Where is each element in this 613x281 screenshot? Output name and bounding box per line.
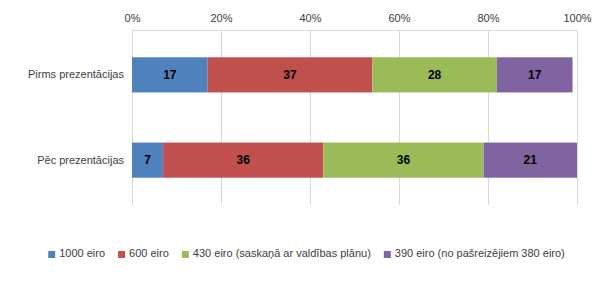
bar-segment — [323, 143, 483, 178]
x-tick-label: 100% — [563, 12, 591, 24]
x-tick: 60% — [388, 12, 410, 30]
grid-line — [310, 30, 311, 205]
legend-swatch — [384, 251, 391, 258]
x-tick-label: 60% — [388, 12, 410, 24]
plot: 0% 20% 40% 60% 80% 100% Pirms prezentācijas Pēc… — [28, 12, 592, 206]
data-label: 28 — [428, 68, 442, 82]
legend-label: 390 eiro (no pašreizējiem 380 eiro) — [395, 247, 565, 259]
legend-label: 1000 eiro — [59, 247, 105, 259]
chart-container: 0% 20% 40% 60% 80% 100% Pirms prezentācijas Pēc… — [0, 0, 613, 281]
x-tick: 0% — [125, 12, 141, 30]
x-tick: 100% — [563, 12, 591, 30]
legend-label: 600 eiro — [129, 247, 169, 259]
grid-line — [577, 30, 578, 205]
y-tick: Pēc prezentācijas — [37, 154, 132, 166]
legend-item: 1000 eiro — [48, 247, 105, 259]
legend-swatch — [118, 251, 125, 258]
data-label: 21 — [524, 153, 538, 167]
y-axis: Pirms prezentācijas Pēc prezentācijas — [28, 31, 132, 206]
y-axis-line — [132, 31, 133, 206]
x-tick: 80% — [477, 12, 499, 30]
bar-segment — [163, 143, 323, 178]
grid-line — [221, 30, 222, 205]
data-labels: 17 7 37 36 28 36 17 21 — [144, 68, 541, 167]
bar-segment — [372, 57, 497, 92]
x-axis-line — [133, 30, 578, 31]
x-tick-label: 40% — [299, 12, 321, 24]
x-tick: 40% — [299, 12, 321, 30]
x-tick: 20% — [210, 12, 232, 30]
y-tick: Pirms prezentācijas — [28, 68, 132, 80]
bars — [132, 57, 577, 177]
legend: 1000 eiro 600 eiro 430 eiro (saskaņā ar va… — [48, 247, 565, 259]
legend-swatch — [48, 251, 55, 258]
legend-item: 430 eiro (saskaņā ar valdības plānu) — [182, 247, 371, 259]
chart-svg: 0% 20% 40% 60% 80% 100% Pirms prezentācijas Pēc… — [0, 0, 613, 281]
data-label: 36 — [397, 153, 411, 167]
x-tick-label: 80% — [477, 12, 499, 24]
data-label: 17 — [163, 68, 177, 82]
legend-swatch — [182, 251, 189, 258]
x-axis: 0% 20% 40% 60% 80% 100% — [125, 12, 592, 31]
bar-segment — [132, 143, 163, 178]
x-tick-label: 0% — [125, 12, 141, 24]
data-label: 17 — [528, 68, 542, 82]
legend-label: 430 eiro (saskaņā ar valdības plānu) — [193, 247, 371, 259]
bar-segment — [208, 57, 373, 92]
x-tick-label: 20% — [210, 12, 232, 24]
grid — [132, 30, 577, 205]
data-label: 36 — [237, 153, 251, 167]
y-tick-label: Pirms prezentācijas — [28, 68, 124, 80]
legend-item: 600 eiro — [118, 247, 169, 259]
data-label: 37 — [283, 68, 297, 82]
grid-line — [488, 30, 489, 205]
bar-segment — [497, 57, 573, 92]
y-tick-label: Pēc prezentācijas — [37, 154, 124, 166]
data-label: 7 — [144, 153, 151, 167]
grid-line — [132, 30, 133, 205]
legend-item: 390 eiro (no pašreizējiem 380 eiro) — [384, 247, 565, 259]
grid-line — [399, 30, 400, 205]
bar-segment — [132, 57, 208, 92]
bar-segment — [484, 143, 577, 178]
